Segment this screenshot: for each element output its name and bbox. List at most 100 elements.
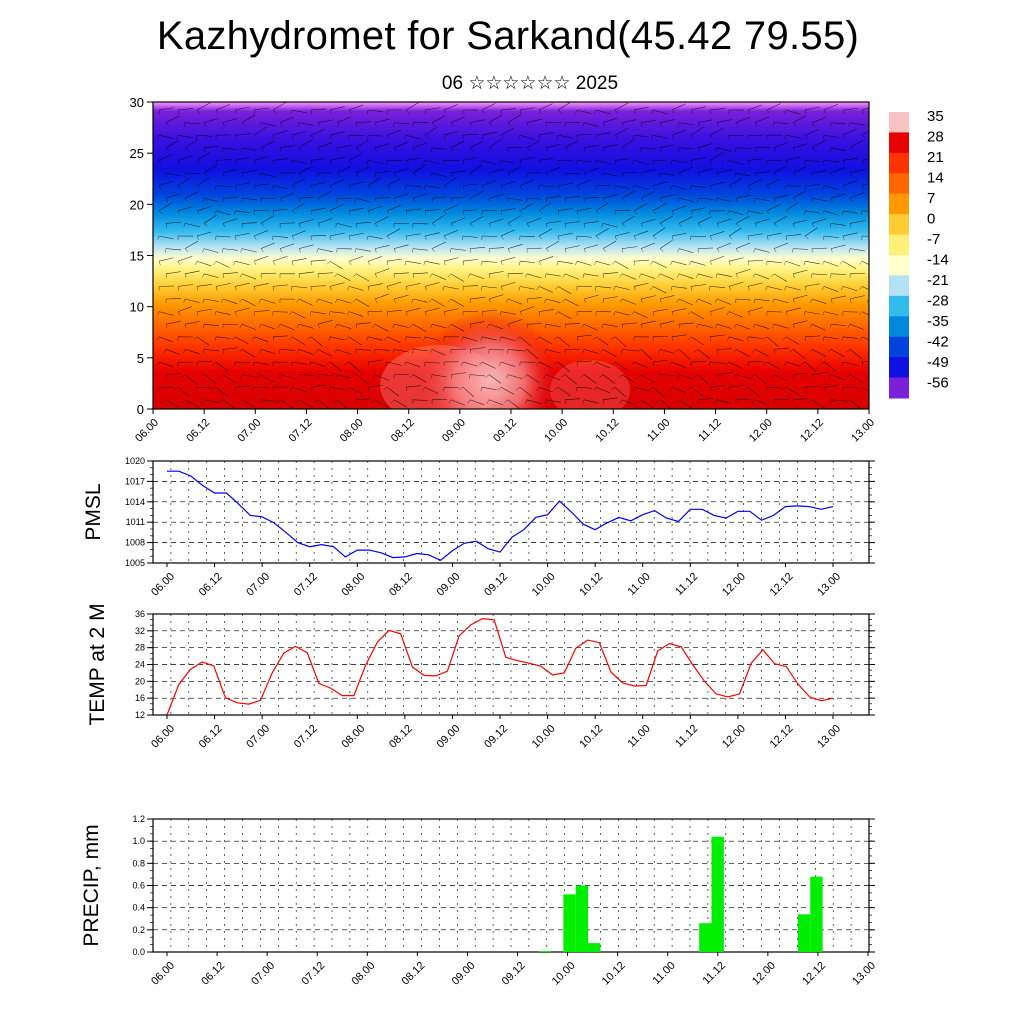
wind-barb-feather <box>602 147 605 152</box>
wind-barb <box>177 177 191 186</box>
wind-barb <box>260 298 276 304</box>
colorbar-label: 14 <box>927 170 944 187</box>
wind-barb-feather <box>481 311 483 316</box>
wind-barb <box>196 360 212 363</box>
wind-barb <box>659 144 675 149</box>
x-tick-label: 10.12 <box>593 417 621 445</box>
wind-barb-feather <box>279 122 283 127</box>
wind-barb-feather <box>770 273 775 278</box>
wind-barb <box>595 132 611 136</box>
wind-barb <box>450 140 465 149</box>
wind-barb-feather <box>177 185 182 189</box>
wind-barb-feather <box>526 122 529 127</box>
wind-barb <box>393 294 409 300</box>
wind-barb <box>481 336 497 341</box>
wind-barb <box>234 385 250 388</box>
wind-barb <box>374 216 389 224</box>
wind-barb-feather <box>640 122 643 127</box>
wind-barb-feather <box>602 248 607 252</box>
wind-barb <box>374 399 389 408</box>
wind-barb <box>697 168 713 174</box>
wind-barb <box>690 207 706 212</box>
wind-barb <box>405 260 421 264</box>
wind-barb-feather <box>431 198 433 203</box>
wind-barb <box>462 209 478 212</box>
wind-barb-feather <box>753 198 756 203</box>
wind-barb <box>488 139 502 149</box>
wind-barb-feather <box>310 185 313 190</box>
wind-barb-feather <box>156 336 160 341</box>
wind-barb <box>405 336 421 339</box>
colorbar-label: -21 <box>927 272 949 289</box>
wind-barb <box>747 361 763 363</box>
wind-barb-feather <box>386 210 390 215</box>
colorbar-label: -42 <box>927 334 949 351</box>
wind-barb-feather <box>507 122 512 126</box>
wind-barb-feather <box>690 210 693 215</box>
wind-barb <box>431 349 446 356</box>
wind-barb-feather <box>424 286 427 291</box>
wind-barb <box>811 170 827 174</box>
wind-barb-feather <box>728 387 730 392</box>
wind-barb-feather <box>196 235 199 240</box>
x-tick-label: 08.12 <box>400 960 428 988</box>
wind-barb <box>849 295 865 300</box>
wind-barb <box>785 260 801 267</box>
wind-barb <box>386 386 400 397</box>
wind-barb <box>811 273 827 276</box>
wind-barb-feather <box>481 109 485 114</box>
wind-barb <box>538 228 553 237</box>
wind-barb <box>538 286 553 293</box>
wind-barb <box>412 193 428 199</box>
wind-barb-feather <box>424 210 426 215</box>
wind-barb-feather <box>234 185 237 190</box>
wind-barb-feather <box>753 298 756 303</box>
wind-barb <box>792 166 807 174</box>
wind-barb <box>747 282 763 287</box>
wind-barb-feather <box>809 349 813 353</box>
wind-barb-feather <box>766 235 769 240</box>
wind-barb <box>861 183 869 186</box>
wind-barb <box>868 273 869 274</box>
wind-barb <box>355 322 371 325</box>
wind-barb <box>272 284 288 287</box>
wind-barb-feather <box>500 185 503 190</box>
wind-barb <box>595 286 611 289</box>
wind-barb <box>868 197 869 199</box>
wind-barb <box>640 374 655 383</box>
wind-barb <box>678 122 694 126</box>
wind-barb-feather <box>659 147 662 152</box>
wind-barb <box>716 218 732 224</box>
wind-barb <box>355 398 371 401</box>
wind-barb-feather <box>423 261 426 266</box>
wind-barb <box>602 144 618 149</box>
wind-barb-feather <box>499 336 502 341</box>
wind-barb-feather <box>709 286 711 291</box>
wind-barb <box>621 298 637 305</box>
wind-barb-feather <box>222 172 225 177</box>
wind-barb-feather <box>652 311 655 316</box>
wind-barb-feather <box>366 235 369 240</box>
wind-barb <box>158 134 174 139</box>
precip-bar <box>563 894 576 952</box>
wind-barb-feather <box>669 361 673 366</box>
wind-barb-feather <box>291 286 293 291</box>
wind-barb-feather <box>183 349 186 354</box>
wind-barb <box>709 307 725 312</box>
wind-barb-feather <box>841 286 844 291</box>
wind-barb-feather <box>177 286 179 291</box>
wind-barb <box>222 399 236 409</box>
wind-barb <box>583 273 599 277</box>
wind-barb <box>766 232 782 237</box>
wind-barb-feather <box>481 185 485 190</box>
x-tick-label: 09.00 <box>435 571 463 599</box>
wind-barb-feather <box>583 147 586 152</box>
x-tick-label: 07.12 <box>292 723 320 751</box>
wind-barb <box>526 217 542 224</box>
wind-barb <box>595 386 611 394</box>
wind-barb-feather <box>846 349 851 353</box>
wind-barb-feather <box>315 298 319 303</box>
wind-barb-feather <box>431 223 436 227</box>
wind-barb-feather <box>165 273 168 278</box>
wind-barb <box>158 107 174 111</box>
